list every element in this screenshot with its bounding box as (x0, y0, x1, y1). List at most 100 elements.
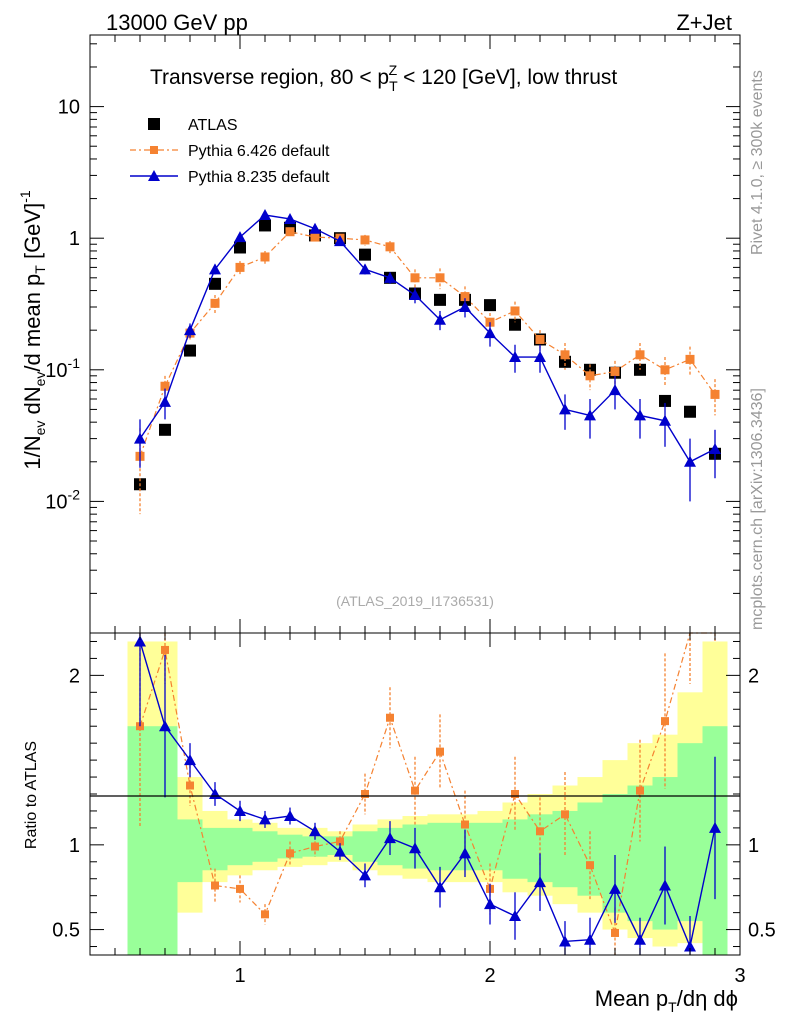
atlas-point-2 (184, 344, 196, 357)
rivet-label: Rivet 4.1.0, ≥ 300k events (749, 70, 766, 255)
pythia8-ratio-point-1 (159, 720, 171, 732)
pythia8-point-21 (659, 414, 671, 426)
atlas-point-12 (434, 293, 446, 306)
pythia6-point-19 (610, 367, 620, 377)
pythia6-point-3 (210, 298, 220, 308)
pythia8-point-11 (409, 289, 421, 301)
ratio-y-tick-label-left-2: 2 (69, 665, 80, 687)
pythia8-point-9 (359, 263, 371, 275)
pythia8-point-18 (584, 409, 596, 421)
pythia6-point-9 (360, 235, 370, 245)
pythia6-ratio-point-8 (336, 837, 344, 846)
y-tick-label-3: 10 (58, 97, 80, 119)
pythia6-ratio-point-4 (236, 884, 244, 893)
header-left: 13000 GeV pp (106, 10, 248, 35)
band-inner-2 (177, 819, 203, 883)
pythia6-ratio-point-13 (461, 820, 469, 829)
band-inner-14 (477, 822, 503, 871)
pythia6-ratio-point-16 (536, 827, 544, 836)
pythia8-point-3 (209, 263, 221, 275)
pythia8-ratio-point-0 (134, 635, 146, 647)
pythia6-ratio-point-10 (386, 713, 394, 722)
pythia6-ratio-point-6 (286, 849, 294, 858)
ratio-ylabel: Ratio to ATLAS (23, 741, 40, 849)
x-tick-label-1: 1 (234, 965, 245, 987)
atlas-point-9 (359, 248, 371, 261)
pythia8-ratio-point-15 (509, 910, 521, 922)
pythia8-ratio-point-13 (459, 847, 471, 859)
pythia6-point-22 (685, 354, 695, 364)
pythia6-line (139, 231, 716, 457)
pythia8-ratio-point-10 (384, 832, 396, 844)
pythia8-point-8 (334, 235, 346, 247)
pythia6-ratio-point-18 (586, 861, 594, 870)
pythia8-point-14 (484, 327, 496, 339)
x-axis-label: Mean pT/dη dϕ (595, 986, 738, 1015)
pythia8-point-12 (434, 313, 446, 325)
pythia8-point-15 (509, 351, 521, 363)
header-right: Z+Jet (676, 10, 732, 35)
main-series-layer (134, 209, 721, 515)
pythia8-point-1 (159, 395, 171, 407)
watermark: (ATLAS_2019_I1736531) (336, 593, 494, 609)
pythia6-ratio-point-1 (161, 645, 169, 654)
svg-text:Mean pT/dη dϕ: Mean pT/dη dϕ (595, 986, 738, 1015)
band-inner-4 (227, 827, 253, 866)
atlas-point-3 (209, 277, 221, 290)
pythia8-point-0 (134, 432, 146, 444)
pythia8-point-22 (684, 455, 696, 467)
svg-text:1/Nev dNev/d mean pT [GeV]-1: 1/Nev dNev/d mean pT [GeV]-1 (17, 190, 48, 470)
pythia8-ratio-point-4 (234, 804, 246, 816)
pythia8-line (139, 214, 716, 463)
main-ylabel: 1/Nev dNev/d mean pT [GeV]-1 (17, 190, 48, 470)
pythia6-point-17 (560, 350, 570, 360)
band-inner-22 (677, 743, 703, 922)
y-tick-label-0: 10-2 (45, 486, 80, 513)
legend-atlas: ATLAS (188, 117, 238, 134)
atlas-point-15 (509, 318, 521, 331)
ratio-y-tick-label-right-0.5: 0.5 (748, 920, 776, 942)
pythia8-point-16 (534, 351, 546, 363)
legend-marker-pythia8 (148, 170, 160, 181)
pythia8-ratio-point-6 (284, 810, 296, 822)
pythia6-point-7 (310, 232, 320, 242)
pythia8-ratio-point-16 (534, 876, 546, 888)
pythia8-point-2 (184, 324, 196, 336)
pythia8-ratio-point-7 (309, 825, 321, 837)
pythia6-point-1 (160, 381, 170, 391)
pythia6-point-10 (385, 242, 395, 252)
legend-pythia8: Pythia 8.235 default (188, 169, 330, 186)
pythia8-ratio-point-23 (709, 821, 721, 833)
pythia6-ratio-point-12 (436, 747, 444, 756)
legend-marker-atlas (148, 118, 160, 130)
pythia6-ratio-point-15 (511, 790, 519, 798)
pythia8-ratio-point-20 (634, 933, 646, 945)
atlas-point-21 (659, 394, 671, 407)
band-inner-20 (627, 785, 653, 922)
svg-text:Transverse region, 80 < pTZ <: Transverse region, 80 < pTZ < 120 [GeV],… (150, 62, 617, 94)
ratio-y-tick-label-left-0.5: 0.5 (52, 920, 80, 942)
pythia8-ratio-point-19 (609, 882, 621, 894)
legend-pythia6: Pythia 6.426 default (188, 143, 330, 160)
pythia6-point-11 (410, 273, 420, 283)
pythia6-point-13 (460, 292, 470, 302)
pythia8-ratio-point-17 (559, 935, 571, 947)
pythia6-ratio-point-2 (186, 781, 194, 790)
pythia8-point-20 (634, 409, 646, 421)
atlas-point-22 (684, 405, 696, 418)
band-inner-9 (352, 831, 378, 862)
ratio-y-tick-label-left-1: 1 (69, 835, 80, 857)
pythia6-ratio-point-9 (361, 790, 369, 798)
atlas-point-5 (259, 219, 271, 232)
pythia6-ratio-point-17 (561, 810, 569, 819)
pythia6-ratio-point-11 (411, 786, 419, 795)
pythia6-point-20 (635, 350, 645, 360)
ratio-y-tick-label-right-2: 2 (748, 665, 759, 687)
pythia8-ratio-point-12 (434, 881, 446, 893)
pythia6-point-15 (510, 306, 520, 316)
pythia8-ratio-line (139, 641, 716, 949)
pythia6-ratio-point-5 (261, 910, 269, 919)
y-tick-label-1: 10-1 (45, 355, 80, 382)
pythia8-ratio-point-14 (484, 898, 496, 910)
legend: ATLAS Pythia 6.426 default Pythia 8.235 … (130, 117, 330, 186)
